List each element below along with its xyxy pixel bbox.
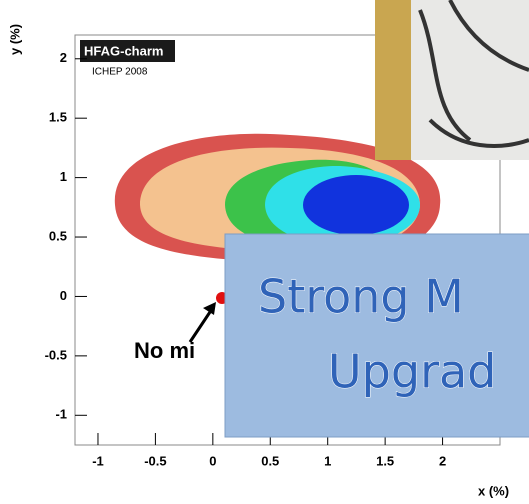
x-axis-label: x (%) (478, 483, 509, 498)
x-tick-label: -1 (92, 453, 104, 468)
overlay-line: Upgrad (328, 345, 496, 399)
y-tick-label: 0 (60, 288, 67, 303)
y-tick-label: 1 (60, 169, 67, 184)
slide: HFAG-charm ICHEP 2008 No mi y (%) x (%) … (0, 0, 529, 504)
x-tick-label: 0.5 (261, 453, 279, 468)
x-tick-label: 1.5 (376, 453, 394, 468)
y-tick-label: -1 (55, 407, 67, 422)
contour-blue (303, 175, 409, 235)
subtitle: ICHEP 2008 (92, 67, 148, 78)
x-tick-label: -0.5 (144, 453, 166, 468)
y-tick-label: 0.5 (49, 228, 67, 243)
photo-stripe (375, 0, 411, 160)
x-tick-label: 1 (324, 453, 331, 468)
logo: HFAG-charm (84, 43, 163, 58)
x-tick-label: 0 (209, 453, 216, 468)
overlay-line: Strong M (258, 270, 464, 324)
y-axis-label: y (%) (7, 24, 22, 55)
y-tick-label: 1.5 (49, 110, 67, 125)
photo (375, 0, 529, 160)
annotation: No mi (134, 338, 195, 363)
y-tick-label: -0.5 (45, 347, 67, 362)
y-tick-label: 2 (60, 50, 67, 65)
overlay-box (225, 234, 529, 437)
x-tick-label: 2 (439, 453, 446, 468)
